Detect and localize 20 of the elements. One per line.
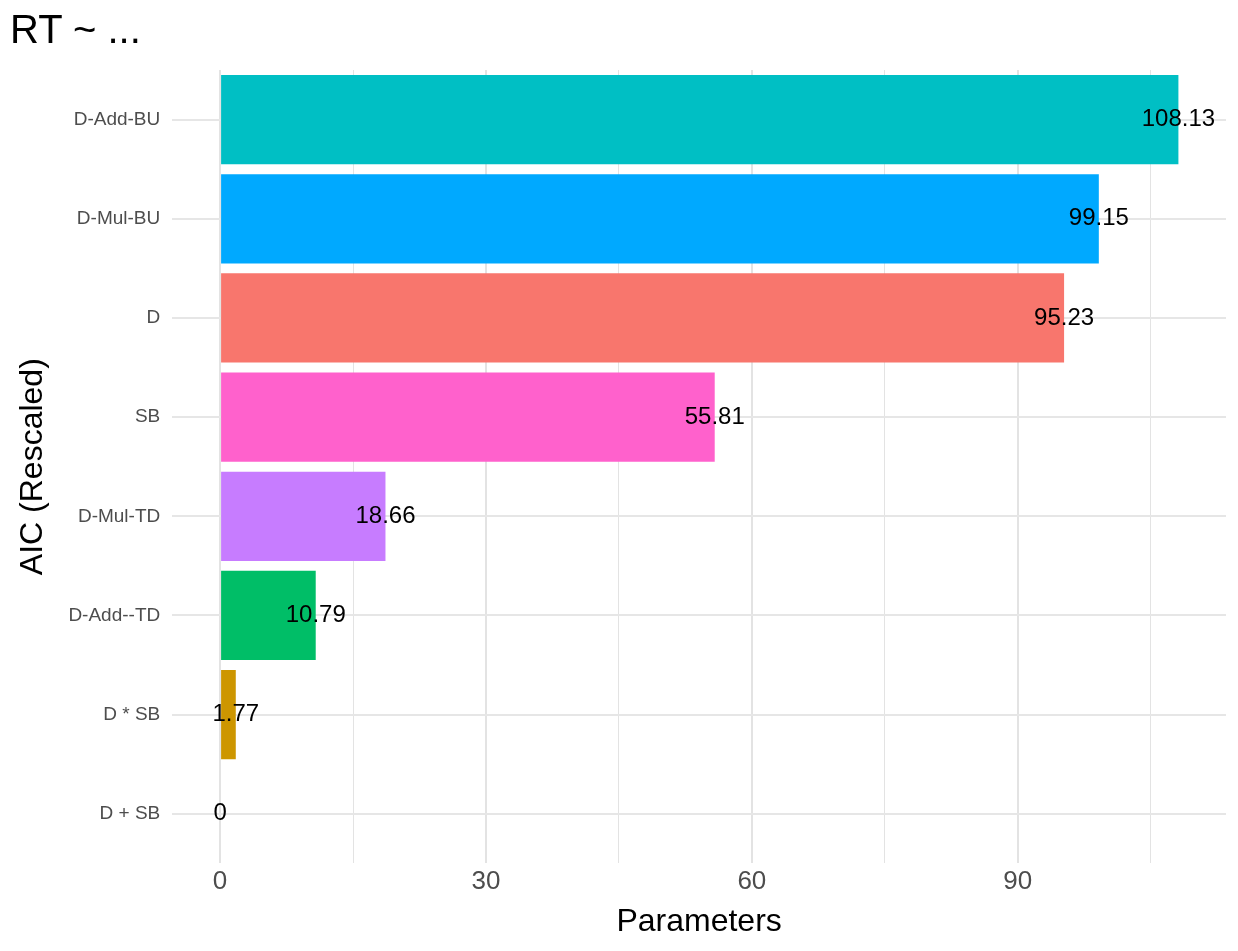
y-tick-label: D * SB xyxy=(103,702,161,724)
y-tick-label: SB xyxy=(134,405,161,427)
data-label: 55.81 xyxy=(684,401,745,429)
x-axis-title: Parameters xyxy=(616,901,782,938)
y-tick-label: D-Add--TD xyxy=(68,603,161,625)
data-label: 0 xyxy=(213,798,227,826)
y-tick-label: D + SB xyxy=(99,802,161,824)
y-tick-label: D-Add-BU xyxy=(73,107,161,129)
y-axis-title: AIC (Rescaled) xyxy=(13,358,50,576)
chart-title: RT ~ ... xyxy=(10,7,141,52)
data-label: 18.66 xyxy=(355,500,416,528)
x-tick-label: 60 xyxy=(737,865,767,896)
y-tick-label: D-Mul-BU xyxy=(76,207,161,228)
data-label: 95.23 xyxy=(1034,302,1095,330)
x-tick-label: 30 xyxy=(471,865,501,896)
y-tick-label: D-Mul-TD xyxy=(77,504,161,526)
x-tick-label: 90 xyxy=(1003,865,1033,896)
y-tick-label: D xyxy=(146,306,161,328)
x-tick-label: 0 xyxy=(212,865,228,896)
data-label: 99.15 xyxy=(1068,203,1129,231)
